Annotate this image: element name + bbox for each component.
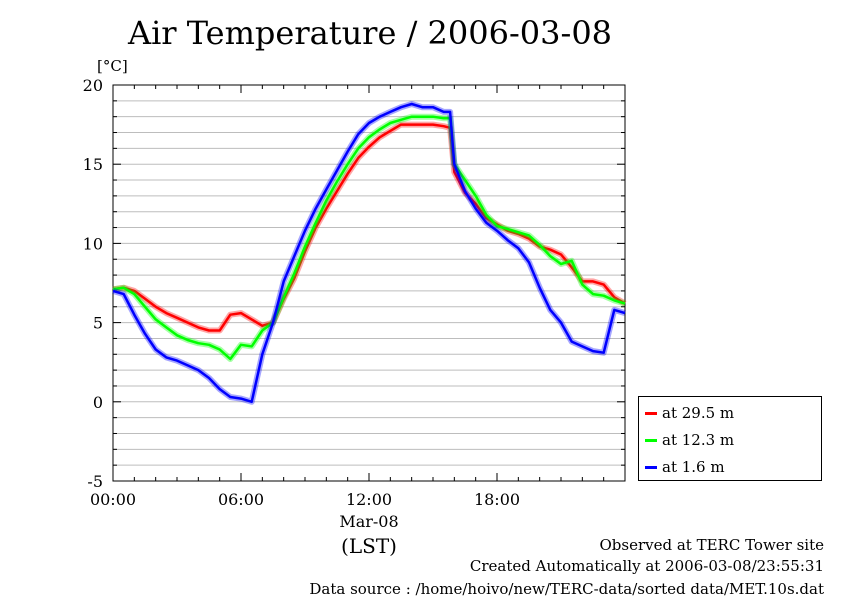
- grid-lines: [113, 100, 625, 466]
- y-tick-label: 5: [93, 314, 103, 333]
- x-axis-date-label: Mar-08: [339, 512, 398, 531]
- y-tick-label: 10: [83, 234, 103, 253]
- legend-swatch-red: [645, 411, 657, 415]
- legend-item: at 29.5 m: [645, 403, 734, 423]
- series-lines: [112, 101, 627, 405]
- legend-swatch-blue: [645, 465, 657, 469]
- axes: 20 15 10 5 0 -500:00 06:00 12:00 18:00: [83, 76, 626, 509]
- x-tick-label: 06:00: [218, 490, 264, 509]
- footer-created: Created Automatically at 2006-03-08/23:5…: [469, 557, 824, 575]
- legend-label: at 29.5 m: [662, 404, 735, 422]
- x-tick-label: 00:00: [90, 490, 136, 509]
- legend-item: at 1.6 m: [645, 457, 725, 477]
- y-tick-label: -5: [87, 472, 103, 491]
- y-tick-label: 15: [83, 155, 103, 174]
- footer-source: Data source : /home/hoivo/new/TERC-data/…: [309, 580, 824, 598]
- series-line-1: [112, 115, 626, 361]
- legend-label: at 1.6 m: [662, 458, 725, 476]
- chart-title: Air Temperature / 2006-03-08: [127, 14, 613, 52]
- x-axis-label: (LST): [341, 534, 397, 558]
- x-tick-label: 12:00: [346, 490, 392, 509]
- y-tick-label: 20: [83, 76, 103, 95]
- legend-item: at 12.3 m: [645, 430, 734, 450]
- series-line-2: [112, 102, 626, 404]
- legend-label: at 12.3 m: [662, 431, 735, 449]
- y-tick-label: 0: [93, 393, 103, 412]
- legend-box: at 29.5 m at 12.3 m at 1.6 m: [638, 396, 822, 481]
- y-axis-label: [°C]: [97, 57, 128, 75]
- legend-swatch-green: [645, 438, 657, 442]
- series-line-0: [112, 123, 626, 332]
- x-tick-label: 18:00: [474, 490, 520, 509]
- footer-site: Observed at TERC Tower site: [599, 536, 824, 554]
